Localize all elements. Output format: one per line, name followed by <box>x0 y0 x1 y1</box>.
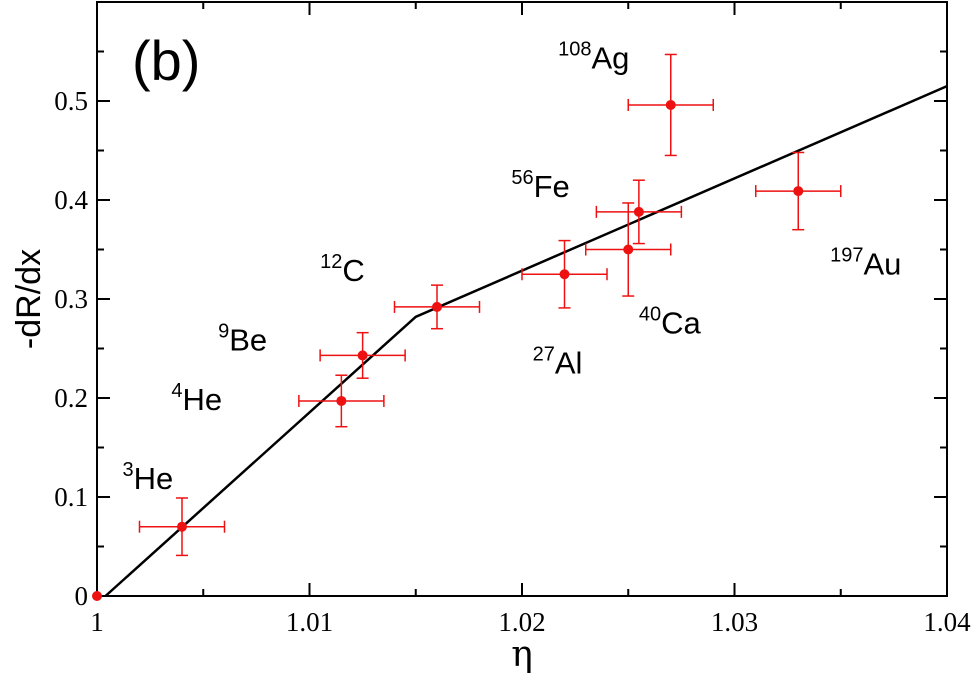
axis-ticks: 1 1.01 1.02 1.03 1.04 0 0.1 0.2 0.3 0.4 0.5 <box>54 2 971 637</box>
isotope-mass-number: 9 <box>218 320 229 342</box>
isotope-mass-number: 197 <box>830 244 863 266</box>
panel-label: (b) <box>132 29 200 92</box>
data-point <box>793 186 804 197</box>
y-tick-label: 0 <box>75 581 89 611</box>
isotope-element: Au <box>864 246 902 281</box>
isotope-element: He <box>183 382 223 417</box>
y-tick-label: 0.2 <box>54 383 88 413</box>
isotope-mass-number: 40 <box>639 304 661 326</box>
isotope-label: 197Au <box>830 244 901 281</box>
data-point <box>623 244 634 255</box>
isotope-label: 40Ca <box>639 304 702 341</box>
isotope-label: 27Al <box>533 343 583 380</box>
isotope-element: Fe <box>534 169 570 204</box>
data-point <box>336 395 347 406</box>
x-tick-label: 1 <box>90 607 104 637</box>
isotope-element: Ca <box>661 306 701 341</box>
isotope-element: Ag <box>592 40 630 75</box>
data-point <box>177 521 187 532</box>
y-tick-label: 0.1 <box>54 482 88 512</box>
plot-frame <box>96 1 948 597</box>
isotope-mass-number: 4 <box>171 380 182 402</box>
data-point <box>665 99 676 110</box>
isotope-label: 12C <box>320 251 365 288</box>
isotope-element: He <box>134 461 174 496</box>
x-axis-title: η <box>511 634 533 673</box>
isotope-mass-number: 27 <box>533 343 555 365</box>
isotope-label: 108Ag <box>558 38 629 75</box>
isotope-mass-number: 3 <box>123 459 134 481</box>
x-tick-label: 1.03 <box>711 607 758 637</box>
isotope-element: Al <box>555 345 583 380</box>
data-point <box>432 301 442 312</box>
x-tick-label: 1.02 <box>498 607 545 637</box>
data-point <box>357 350 368 361</box>
x-tick-label: 1.01 <box>286 607 333 637</box>
isotope-element: C <box>342 253 364 288</box>
y-tick-label: 0.5 <box>54 86 88 116</box>
isotope-mass-number: 56 <box>511 167 533 189</box>
fit-line <box>104 85 948 597</box>
y-tick-label: 0.4 <box>54 185 88 215</box>
isotope-mass-number: 12 <box>320 251 342 273</box>
data-points-group <box>92 53 842 601</box>
fit-line-group <box>104 85 948 597</box>
y-tick-label: 0.3 <box>54 284 88 314</box>
isotope-label: 56Fe <box>511 167 569 204</box>
isotope-label: 3He <box>123 459 174 496</box>
isotope-label: 9Be <box>218 320 267 357</box>
x-tick-label: 1.04 <box>923 607 971 637</box>
data-point <box>633 206 644 217</box>
data-point <box>559 269 570 280</box>
data-point <box>92 591 102 601</box>
y-axis-title: -dR/dx <box>10 249 48 349</box>
isotope-label: 4He <box>171 380 222 417</box>
isotope-mass-number: 108 <box>558 38 591 60</box>
isotope-element: Be <box>229 322 267 357</box>
